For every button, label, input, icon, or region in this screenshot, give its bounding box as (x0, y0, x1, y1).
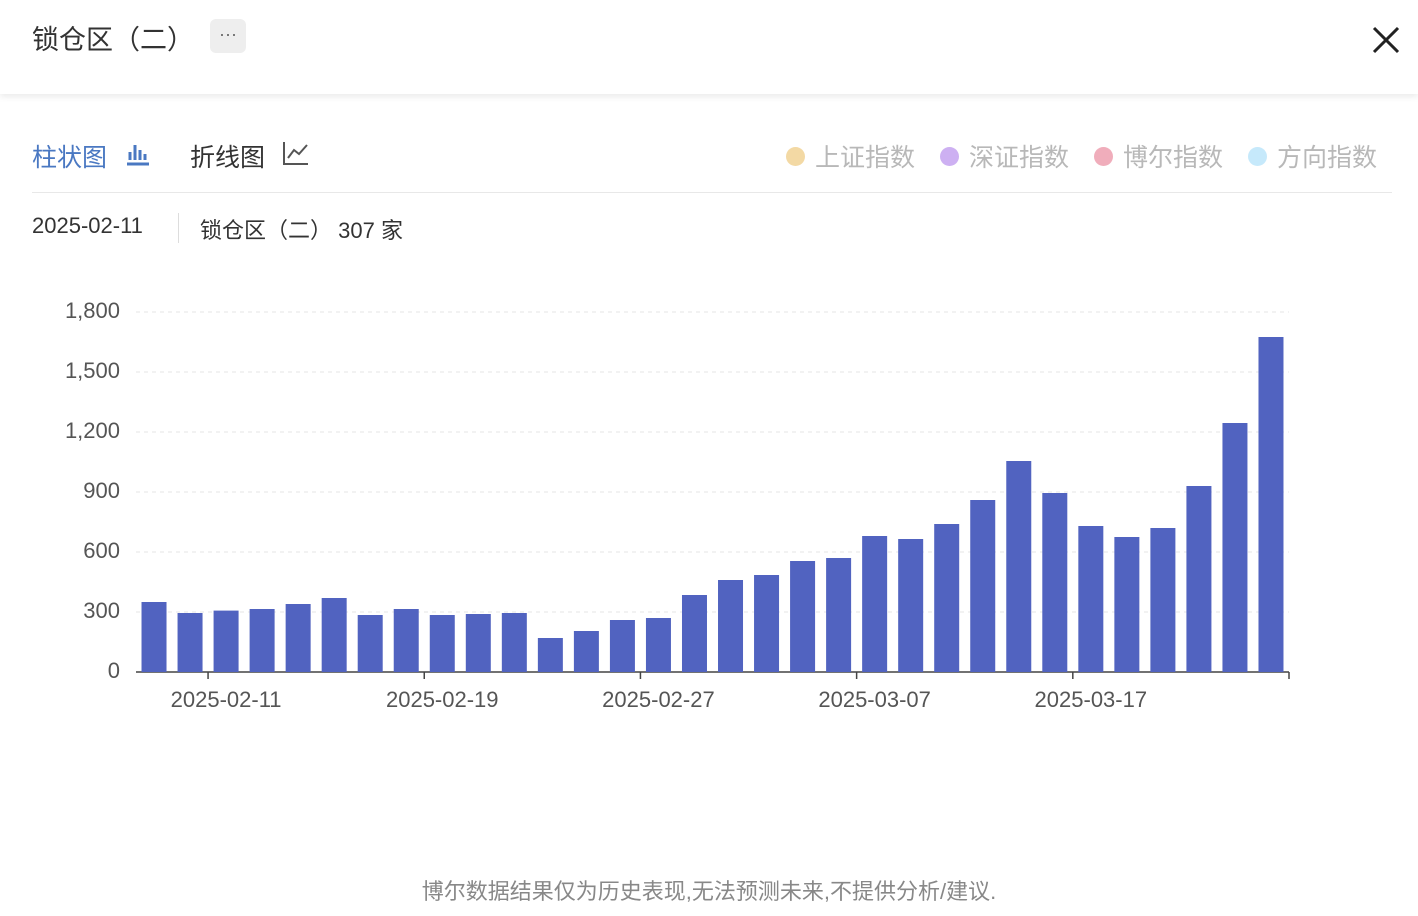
bar (718, 580, 744, 672)
tooltip-divider (178, 213, 179, 243)
disclaimer: 博尔数据结果仅为历史表现,无法预测未来,不提供分析/建议. (421, 879, 997, 904)
legend-item[interactable]: 博尔指数 (1094, 138, 1223, 174)
bar (177, 613, 203, 672)
bar (213, 610, 239, 672)
bar (1042, 493, 1068, 672)
legend-item[interactable]: 上证指数 (786, 138, 915, 174)
y-tick-label: 900 (83, 478, 120, 503)
bar (1186, 486, 1212, 672)
bar (862, 536, 888, 672)
bar (754, 575, 780, 672)
bar (249, 609, 275, 672)
legend-dot (786, 146, 805, 166)
bar (1258, 337, 1284, 672)
y-tick-label: 1,800 (65, 298, 120, 323)
bar (826, 558, 852, 672)
y-tick-label: 1,500 (65, 358, 120, 383)
bar (1006, 461, 1032, 672)
y-tick-label: 300 (83, 598, 120, 623)
bar (1078, 526, 1104, 672)
legend-item[interactable]: 方向指数 (1248, 138, 1377, 174)
legend-dot (940, 146, 959, 166)
bar (645, 618, 671, 672)
x-tick-label: 2025-03-17 (1035, 687, 1148, 712)
tab-label: 折线图 (190, 144, 266, 172)
more-button[interactable]: ··· (210, 19, 246, 53)
bar (1150, 528, 1176, 672)
bar (609, 620, 635, 672)
bar (970, 500, 996, 672)
bar (429, 615, 455, 672)
bar (465, 614, 491, 672)
bar (898, 539, 924, 672)
y-tick-label: 600 (83, 538, 120, 563)
bar (1114, 537, 1140, 672)
tab-label: 柱状图 (32, 144, 108, 172)
y-tick-label: 0 (108, 658, 120, 683)
bar (1222, 423, 1248, 672)
bar (790, 561, 816, 672)
bar (934, 524, 960, 672)
legend-dot (1094, 146, 1113, 166)
tooltip-label: 锁仓区（二） (200, 218, 333, 243)
title: 锁仓区（二） (32, 25, 194, 55)
tab-bar[interactable]: 柱状图 (32, 138, 150, 174)
bar (501, 613, 527, 672)
legend-label: 深证指数 (969, 144, 1070, 172)
line-icon (282, 142, 308, 165)
bar (321, 598, 347, 672)
legend-label: 博尔指数 (1123, 144, 1224, 172)
y-tick-label: 1,200 (65, 418, 120, 443)
x-tick-label: 2025-02-11 (171, 687, 282, 712)
legend-dot (1248, 146, 1267, 166)
legend-label: 上证指数 (815, 144, 916, 172)
tooltip-value: 307 (338, 218, 375, 243)
bar (285, 604, 311, 672)
x-tick-label: 2025-02-27 (602, 687, 715, 712)
legend-item[interactable]: 深证指数 (940, 138, 1069, 174)
header: 锁仓区（二） ··· (0, 0, 1418, 94)
divider (32, 192, 1392, 193)
bar (357, 615, 383, 672)
x-tick-label: 2025-02-19 (386, 687, 499, 712)
legend-label: 方向指数 (1277, 144, 1378, 172)
bar (573, 631, 599, 672)
close-button[interactable] (1370, 24, 1402, 56)
chart: 0 300 600 900 1,200 1,500 1,800 2025-02-11 2025-… (65, 298, 1290, 712)
bar-icon (126, 145, 149, 166)
tooltip-text: 锁仓区（二） 307 家 (200, 213, 403, 245)
tooltip-date: 2025-02-11 (32, 213, 143, 238)
bar (393, 609, 419, 672)
tab-line[interactable]: 折线图 (190, 138, 310, 174)
x-tick-label: 2025-03-07 (818, 687, 931, 712)
bar (537, 638, 563, 672)
bar (141, 602, 167, 672)
tooltip-unit: 家 (380, 218, 403, 243)
bar (681, 595, 707, 672)
